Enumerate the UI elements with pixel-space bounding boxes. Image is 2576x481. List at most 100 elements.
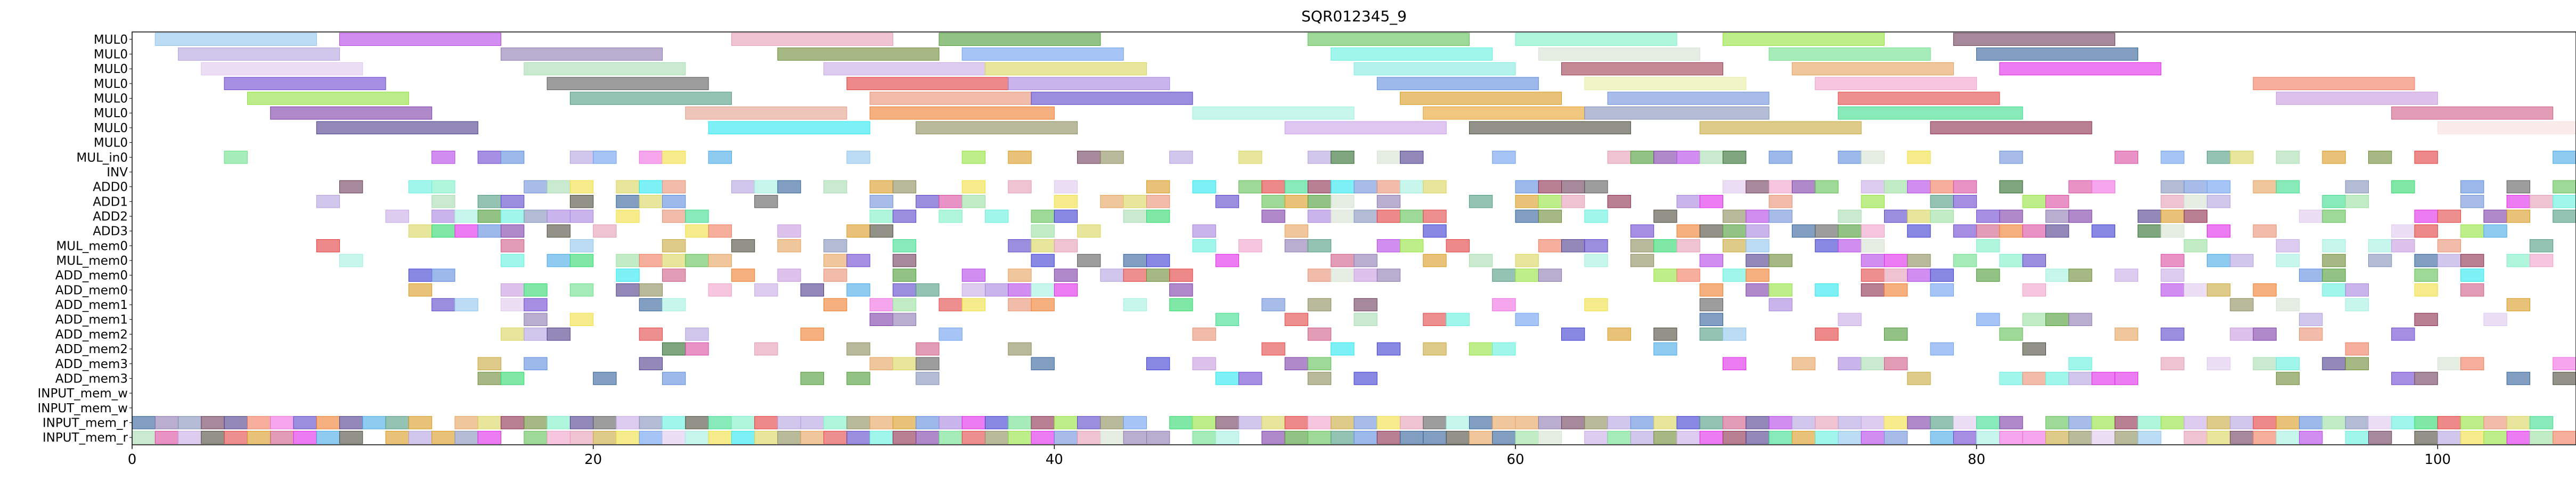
gantt-bar xyxy=(2345,298,2369,312)
gantt-bar xyxy=(224,430,248,444)
x-tick-label: 60 xyxy=(1506,452,1524,468)
gantt-bar xyxy=(1284,416,1308,429)
gantt-bar xyxy=(1861,224,1885,238)
gantt-bar xyxy=(1307,195,1332,208)
gantt-bar xyxy=(1146,357,1170,370)
gantt-bar xyxy=(1653,328,1677,341)
gantt-bar xyxy=(1723,430,1747,444)
gantt-bar xyxy=(1907,268,1931,282)
gantt-bar xyxy=(662,180,686,193)
gantt-bar xyxy=(2483,209,2507,223)
gantt-bar xyxy=(2414,430,2438,444)
gantt-bar xyxy=(524,313,548,326)
gantt-bar xyxy=(2553,430,2576,444)
gantt-bar xyxy=(2414,416,2438,429)
gantt-bar xyxy=(2553,372,2576,385)
gantt-bar xyxy=(1123,268,1147,282)
y-tick-label: ADD_mem1 xyxy=(55,313,128,327)
gantt-bar xyxy=(2207,180,2231,193)
gantt-bar xyxy=(1884,357,1908,370)
gantt-bar xyxy=(2230,328,2254,341)
gantt-bar xyxy=(2022,313,2046,326)
gantt-bar xyxy=(1261,342,1285,356)
gantt-bar xyxy=(2529,254,2554,267)
gantt-bar xyxy=(547,328,570,341)
gantt-bar xyxy=(593,430,617,444)
gantt-bar xyxy=(408,224,433,238)
gantt-bar xyxy=(961,268,985,282)
gantt-bar xyxy=(1907,372,1931,385)
gantt-bar xyxy=(869,313,893,326)
gantt-bar xyxy=(1008,430,1032,444)
y-tick-label: INPUT_mem_r xyxy=(43,431,128,445)
gantt-bar xyxy=(1307,416,1332,429)
gantt-bar xyxy=(2299,313,2323,326)
gantt-bar xyxy=(1354,254,1377,267)
gantt-bar xyxy=(1584,298,1608,312)
gantt-bar xyxy=(547,416,570,429)
gantt-bar xyxy=(270,107,433,120)
gantt-bar xyxy=(569,195,594,208)
gantt-bar xyxy=(2091,416,2115,429)
gantt-bar xyxy=(1307,430,1332,444)
gantt-bar xyxy=(501,283,525,297)
gantt-bar xyxy=(1630,224,1654,238)
x-tick-label: 80 xyxy=(1968,452,1985,468)
gantt-bar xyxy=(916,372,940,385)
gantt-bar xyxy=(2183,195,2208,208)
gantt-bar xyxy=(477,357,502,370)
gantt-bar xyxy=(2091,372,2115,385)
gantt-bar xyxy=(408,268,433,282)
gantt-bar xyxy=(1815,416,1839,429)
gantt-bar xyxy=(1307,239,1332,252)
gantt-bar xyxy=(1538,239,1562,252)
gantt-bar xyxy=(569,151,594,164)
gantt-bar xyxy=(1907,180,1931,193)
gantt-bar xyxy=(1930,121,2092,135)
gantt-bar xyxy=(2322,416,2346,429)
gantt-bar xyxy=(800,283,824,297)
gantt-bar xyxy=(892,283,917,297)
gantt-bar xyxy=(2114,372,2139,385)
gantt-bar xyxy=(224,151,248,164)
gantt-bar xyxy=(2506,209,2531,223)
gantt-bar xyxy=(1999,180,2023,193)
gantt-bar xyxy=(1676,195,1700,208)
gantt-bar xyxy=(1907,254,1931,267)
y-tick-label: MUL_mem0 xyxy=(56,254,128,268)
gantt-bar xyxy=(846,77,1009,91)
gantt-bar xyxy=(1238,180,1262,193)
gantt-bar xyxy=(1768,209,1792,223)
gantt-bar xyxy=(916,195,940,208)
gantt-bar xyxy=(2022,372,2046,385)
gantt-bar xyxy=(1584,77,1747,91)
gantt-bar xyxy=(1515,195,1539,208)
gantt-bar xyxy=(1284,121,1447,135)
gantt-bar xyxy=(708,151,732,164)
gantt-bar xyxy=(339,430,363,444)
gantt-bar xyxy=(1561,62,1723,76)
gantt-bar xyxy=(1515,268,1539,282)
y-tick-label: ADD2 xyxy=(93,210,128,224)
gantt-bar xyxy=(2553,195,2576,208)
gantt-bar xyxy=(1746,268,1770,282)
gantt-bar xyxy=(524,328,548,341)
gantt-bar xyxy=(2091,224,2115,238)
gantt-bar xyxy=(1331,254,1355,267)
gantt-bar xyxy=(547,77,709,91)
gantt-bar xyxy=(2414,372,2438,385)
gantt-bar xyxy=(1653,209,1677,223)
gantt-bar xyxy=(777,47,940,61)
gantt-bar xyxy=(1815,328,1839,341)
gantt-bar xyxy=(1008,77,1170,91)
gantt-bar xyxy=(2161,283,2184,297)
gantt-bar xyxy=(892,430,917,444)
gantt-bar xyxy=(662,342,686,356)
gantt-bar xyxy=(2506,298,2531,312)
gantt-bar xyxy=(2460,416,2484,429)
gantt-bar xyxy=(1423,254,1447,267)
gantt-bar xyxy=(1999,416,2023,429)
gantt-bar xyxy=(1999,430,2023,444)
gantt-bar xyxy=(431,151,455,164)
gantt-bar xyxy=(2437,254,2461,267)
